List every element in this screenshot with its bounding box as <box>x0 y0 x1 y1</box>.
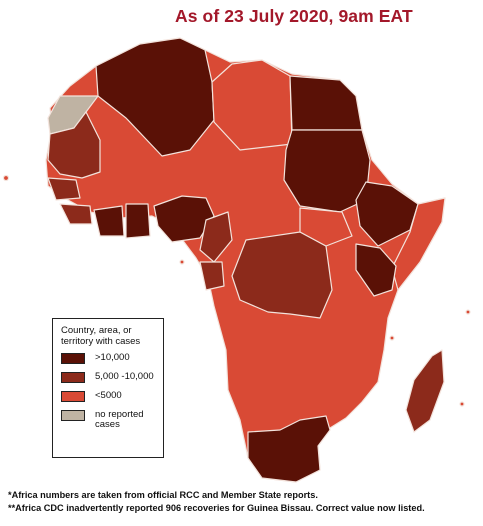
region-cameroon <box>199 211 233 263</box>
island-cabo-verde <box>2 174 10 182</box>
map-title: As of 23 July 2020, 9am EAT <box>175 6 413 26</box>
legend-item-low: <5000 <box>61 391 157 402</box>
legend-swatch-low <box>61 391 85 402</box>
legend-label-low: <5000 <box>95 390 122 401</box>
legend-title: Country, area, or territory with cases <box>61 325 141 347</box>
region-ghana <box>125 203 151 239</box>
legend-label-medium: 5,000 -10,000 <box>95 371 154 382</box>
region-mauritania <box>47 111 101 179</box>
region-ethiopia <box>355 181 419 247</box>
region-south-sudan <box>299 207 353 247</box>
legend-item-medium: 5,000 -10,000 <box>61 372 157 383</box>
legend-item-high: >10,000 <box>61 353 157 364</box>
region-egypt <box>289 75 363 131</box>
island-comoros <box>389 335 395 341</box>
map-legend: Country, area, or territory with cases >… <box>52 318 164 458</box>
region-somalia <box>391 197 446 291</box>
legend-swatch-none <box>61 410 85 421</box>
footnote-source: *Africa numbers are taken from official … <box>8 490 318 500</box>
region-cote-divoire <box>93 205 125 237</box>
island-seychelles <box>465 309 471 315</box>
region-gabon <box>199 261 225 291</box>
island-mauritius <box>459 401 465 407</box>
region-kenya <box>355 243 397 297</box>
region-guinea <box>59 203 93 225</box>
legend-swatch-medium <box>61 372 85 383</box>
legend-swatch-high <box>61 353 85 364</box>
legend-label-high: >10,000 <box>95 352 130 363</box>
region-south-africa <box>247 415 331 483</box>
legend-label-none: no reported cases <box>95 409 144 430</box>
region-senegal <box>47 177 81 201</box>
legend-item-none: no reported cases <box>61 410 157 430</box>
footnote-correction: **Africa CDC inadvertently reported 906 … <box>8 503 425 513</box>
island-sao-tome <box>179 259 185 265</box>
region-madagascar <box>405 349 445 433</box>
footnotes: *Africa numbers are taken from official … <box>8 489 480 515</box>
